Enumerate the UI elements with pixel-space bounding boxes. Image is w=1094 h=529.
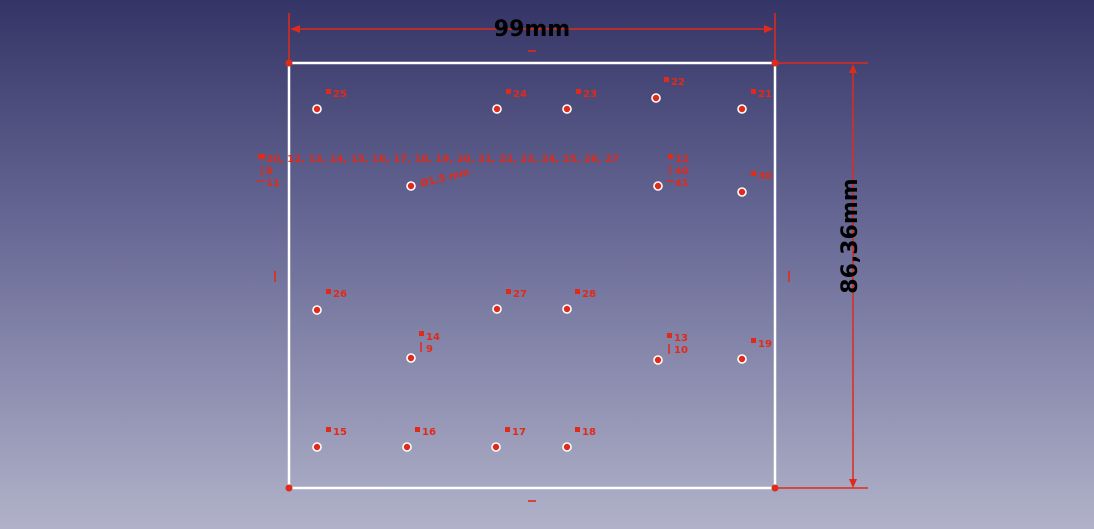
svg-text:10: 10 — [674, 345, 688, 356]
hole-circle[interactable] — [312, 104, 322, 114]
hole-circle[interactable] — [562, 304, 572, 314]
svg-text:9: 9 — [426, 344, 433, 355]
constraint-label[interactable]: 25 — [326, 89, 347, 100]
constraint-label[interactable]: 10 — [668, 344, 688, 356]
hole-circle[interactable] — [562, 442, 572, 452]
arrow-right-icon — [764, 25, 774, 33]
constraint-label[interactable]: 16 — [415, 427, 436, 438]
constraint-label[interactable]: 40 — [669, 165, 689, 177]
hole-circle[interactable] — [737, 354, 747, 364]
hole-circle[interactable] — [491, 442, 501, 452]
constraint-label[interactable]: 21 — [751, 89, 772, 100]
svg-text:16: 16 — [422, 427, 436, 438]
arrow-up-icon — [849, 64, 857, 73]
constraint-label[interactable]: 17 — [505, 427, 526, 438]
constraint-label[interactable]: 23 — [576, 89, 597, 100]
svg-text:15: 15 — [333, 427, 347, 438]
diameter-dimension-label[interactable]: Ø1,5 mm — [419, 166, 471, 190]
arrow-left-icon — [290, 25, 300, 33]
hole-circle[interactable] — [653, 355, 663, 365]
hole-circle[interactable] — [651, 93, 661, 103]
hole-circle[interactable] — [312, 442, 322, 452]
height-dimension[interactable] — [775, 62, 868, 489]
equal-constraint-sub-label: 8 — [266, 166, 273, 177]
constraint-label[interactable]: 28 — [575, 289, 596, 300]
sketch-rectangle[interactable] — [287, 61, 777, 490]
constraint-label[interactable]: 26 — [326, 289, 347, 300]
svg-text:40: 40 — [675, 166, 689, 177]
constraint-label[interactable]: 13 — [667, 333, 688, 344]
hole-circle[interactable] — [312, 305, 322, 315]
hole-circle[interactable] — [406, 353, 416, 363]
constraint-label[interactable]: 19 — [751, 338, 772, 350]
svg-text:41: 41 — [675, 178, 689, 189]
constraint-label[interactable]: 15 — [326, 427, 347, 438]
svg-text:24: 24 — [513, 89, 527, 100]
corner-point[interactable] — [285, 484, 293, 492]
constraint-label[interactable]: 14 — [419, 331, 440, 343]
hole-circle[interactable] — [737, 104, 747, 114]
svg-text:21: 21 — [758, 89, 772, 100]
width-dimension[interactable] — [288, 13, 776, 63]
constraint-label[interactable]: 9 — [420, 342, 433, 355]
svg-text:12: 12 — [675, 154, 689, 165]
svg-text:30: 30 — [758, 171, 772, 182]
corner-point[interactable] — [771, 484, 779, 492]
hole-circle[interactable] — [406, 181, 416, 191]
hole-circle[interactable] — [492, 104, 502, 114]
svg-text:27: 27 — [513, 289, 527, 300]
equal-constraint-group[interactable]: 20, 12, 13, 14, 15, 16, 17, 18, 19, 20, … — [257, 154, 619, 189]
svg-text:22: 22 — [671, 77, 685, 88]
corner-point[interactable] — [285, 59, 293, 67]
constraint-label[interactable]: 30 — [751, 171, 772, 182]
hole-circle[interactable] — [402, 442, 412, 452]
height-dimension-label[interactable]: 86,36mm — [838, 178, 863, 293]
hole-circle[interactable] — [562, 104, 572, 114]
hole-circle[interactable] — [737, 187, 747, 197]
svg-text:19: 19 — [758, 339, 772, 350]
svg-text:14: 14 — [426, 332, 440, 343]
constraint-label[interactable]: 22 — [664, 77, 685, 88]
constraint-label[interactable]: 18 — [575, 427, 596, 438]
constraint-label[interactable]: 41 — [666, 178, 689, 189]
svg-text:17: 17 — [512, 427, 526, 438]
svg-text:28: 28 — [582, 289, 596, 300]
svg-text:26: 26 — [333, 289, 347, 300]
svg-text:18: 18 — [582, 427, 596, 438]
arrow-down-icon — [849, 479, 857, 488]
svg-text:13: 13 — [674, 333, 688, 344]
equal-constraint-sub-label: 11 — [266, 178, 280, 189]
constraint-label[interactable]: 27 — [506, 289, 527, 300]
svg-text:25: 25 — [333, 89, 347, 100]
constraint-label[interactable]: 12 — [668, 154, 689, 165]
constraint-labels: 25 24 23 22 21 12 40 41 30 26 27 28 14 9… — [326, 77, 772, 438]
equal-icon — [258, 154, 265, 159]
hole-circle[interactable] — [653, 181, 663, 191]
svg-text:23: 23 — [583, 89, 597, 100]
corner-point[interactable] — [771, 59, 779, 67]
width-dimension-label[interactable]: 99mm — [494, 17, 570, 42]
hole-circle[interactable] — [492, 304, 502, 314]
constraint-label[interactable]: 24 — [506, 89, 527, 100]
equal-constraint-list: 20, 12, 13, 14, 15, 16, 17, 18, 19, 20, … — [266, 154, 619, 165]
